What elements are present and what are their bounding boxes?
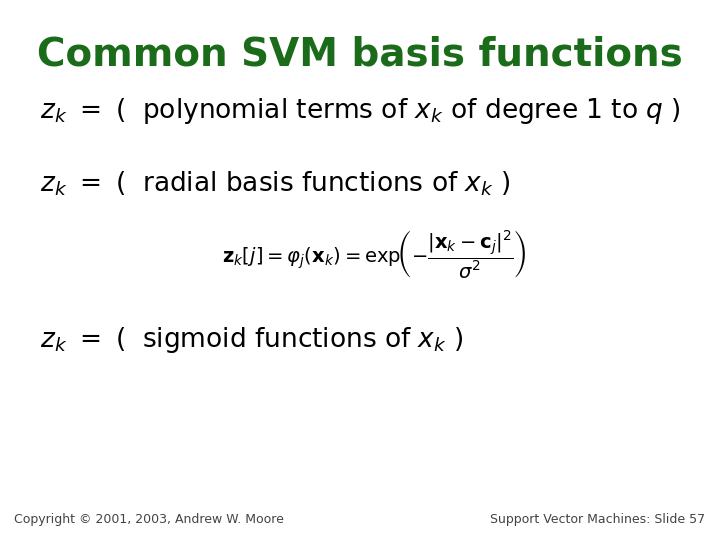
Text: $\mathbf{\mathit{z}}_{\mathit{k}}$$\ =\ ($  polynomial terms of $\mathbf{\mathit: $\mathbf{\mathit{z}}_{\mathit{k}}$$\ =\ … bbox=[40, 96, 680, 126]
Text: $\mathbf{\mathit{z}}_{\mathit{k}}$$\ =\ ($  sigmoid functions of $\mathbf{\mathi: $\mathbf{\mathit{z}}_{\mathit{k}}$$\ =\ … bbox=[40, 325, 463, 355]
Text: $\mathbf{\mathit{z}}_{\mathit{k}}$$\ =\ ($  radial basis functions of $\mathbf{\: $\mathbf{\mathit{z}}_{\mathit{k}}$$\ =\ … bbox=[40, 170, 510, 198]
Text: $\mathbf{z}_k[j] = \varphi_j(\mathbf{x}_k) = \mathrm{exp}\!\left(-\dfrac{|\mathb: $\mathbf{z}_k[j] = \varphi_j(\mathbf{x}_… bbox=[222, 228, 527, 280]
Text: Copyright © 2001, 2003, Andrew W. Moore: Copyright © 2001, 2003, Andrew W. Moore bbox=[14, 514, 284, 526]
Text: Support Vector Machines: Slide 57: Support Vector Machines: Slide 57 bbox=[490, 514, 706, 526]
Text: Common SVM basis functions: Common SVM basis functions bbox=[37, 35, 683, 73]
